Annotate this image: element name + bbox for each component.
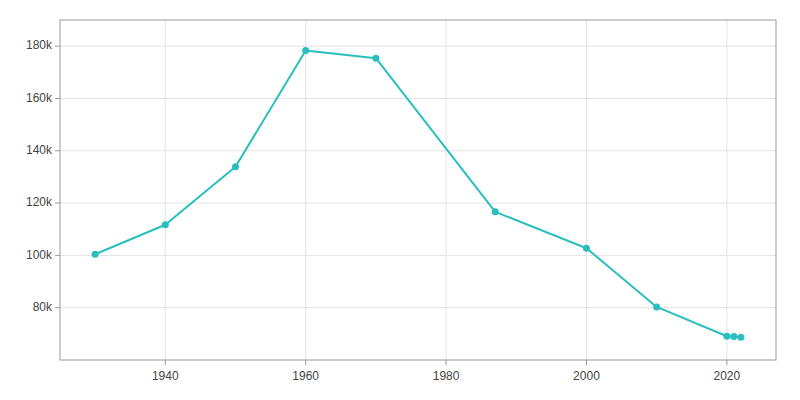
y-tick-label: 100k <box>26 248 53 262</box>
x-grid-line <box>165 20 166 360</box>
x-grid-line <box>446 20 447 360</box>
y-grid-line <box>60 203 776 204</box>
y-tick <box>55 98 60 99</box>
x-grid-line <box>726 20 727 360</box>
x-grid-line <box>586 20 587 360</box>
data-point <box>737 334 744 341</box>
x-tick <box>165 360 166 365</box>
y-grid-line <box>60 150 776 151</box>
y-tick <box>55 307 60 308</box>
plot-frame <box>60 20 776 360</box>
x-grid-line <box>305 20 306 360</box>
y-grid-line <box>60 46 776 47</box>
data-point <box>232 163 239 170</box>
tick-labels: 80k 100k 120k 140k 160k 180k 1940 1960 1980 2000 2… <box>26 38 741 383</box>
y-tick <box>55 255 60 256</box>
y-tick <box>55 203 60 204</box>
data-point <box>162 221 169 228</box>
x-tick <box>305 360 306 365</box>
chart-svg: 80k 100k 120k 140k 160k 180k 1940 1960 1980 2000 2… <box>0 0 800 400</box>
x-tick <box>726 360 727 365</box>
x-tick-label: 1940 <box>152 369 179 383</box>
data-line <box>95 51 741 338</box>
y-tick <box>55 46 60 47</box>
y-tick <box>55 150 60 151</box>
data-point <box>372 55 379 62</box>
y-grid-line <box>60 98 776 99</box>
y-tick-label: 160k <box>26 91 53 105</box>
data-point <box>730 333 737 340</box>
data-point <box>653 303 660 310</box>
series <box>92 47 745 341</box>
x-tick <box>446 360 447 365</box>
y-grid-line <box>60 307 776 308</box>
x-tick-label: 2020 <box>714 369 741 383</box>
chart-container: 80k 100k 120k 140k 160k 180k 1940 1960 1980 2000 2… <box>0 0 800 400</box>
y-tick-label: 80k <box>33 300 53 314</box>
data-point <box>492 208 499 215</box>
y-tick-label: 120k <box>26 195 53 209</box>
data-point <box>583 245 590 252</box>
data-point <box>92 251 99 258</box>
x-tick-label: 1960 <box>292 369 319 383</box>
grid <box>60 20 776 360</box>
x-tick <box>586 360 587 365</box>
y-tick-label: 180k <box>26 38 53 52</box>
data-point <box>302 47 309 54</box>
x-tick-label: 1980 <box>433 369 460 383</box>
x-tick-label: 2000 <box>573 369 600 383</box>
y-tick-label: 140k <box>26 143 53 157</box>
y-grid-line <box>60 255 776 256</box>
data-point <box>723 333 730 340</box>
